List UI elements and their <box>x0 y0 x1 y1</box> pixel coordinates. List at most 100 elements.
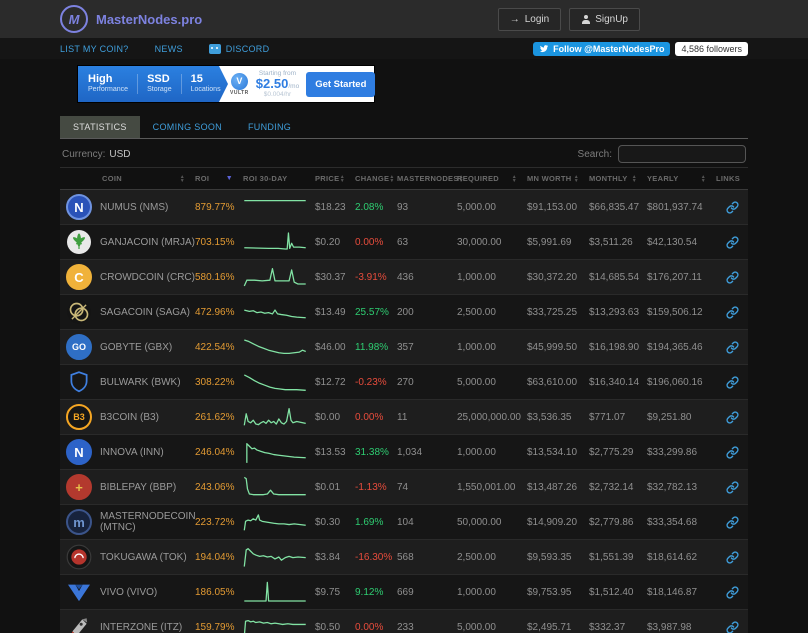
nav-discord[interactable]: DISCORD <box>208 43 270 54</box>
table-row-crowdcoin-crc[interactable]: C CROWDCOIN (CRC) 580.16% $30.37 -3.91% 436 1,… <box>60 259 748 294</box>
coin-name: CROWDCOIN (CRC) <box>100 271 195 283</box>
coin-link-icon[interactable] <box>725 620 739 633</box>
masternodecoin-mtnc-coin-icon: m <box>65 508 93 536</box>
required-value: 25,000,000.00 <box>457 411 521 423</box>
mn-worth-value: $9,593.35 <box>527 551 572 563</box>
table-row-b3coin-b3[interactable]: B3 B3COIN (B3) 261.62% $0.00 0.00% 11 25,000,0… <box>60 399 748 434</box>
coin-cell: BULWARK (BWK) <box>60 368 195 396</box>
nav-news[interactable]: NEWS <box>155 44 183 54</box>
coin-cell: m MASTERNODECOIN (MTNC) <box>60 508 196 536</box>
price-value: $3.84 <box>315 551 341 563</box>
table-row-biblepay-bbp[interactable]: + BIBLEPAY (BBP) 243.06% $0.01 -1.13% 74 1,550… <box>60 469 748 504</box>
coin-link-icon[interactable] <box>725 585 739 599</box>
roi-30day-sparkline <box>246 443 306 463</box>
table-row-tokugawa-tok[interactable]: TOKUGAWA (TOK) 194.04% $3.84 -16.30% 568 2,50… <box>60 539 748 574</box>
mn-worth-value: $63,610.00 <box>527 376 578 388</box>
nav-list-my-coin[interactable]: LIST MY COIN? <box>60 44 129 54</box>
roi-30day-sparkline <box>243 268 306 287</box>
roi-30day-sparkline <box>243 408 306 426</box>
roi-30day-sparkline <box>244 339 306 355</box>
login-button[interactable]: → Login <box>497 7 562 31</box>
table-row-ganjacoin-mrja[interactable]: GANJACOIN (MRJA) 703.15% $0.20 0.00% 63 30,00… <box>60 224 748 259</box>
tab-coming-soon[interactable]: COMING SOON <box>152 122 222 132</box>
tab-funding[interactable]: FUNDING <box>247 122 292 132</box>
coin-link-icon[interactable] <box>725 200 739 214</box>
change-value: 0.00% <box>355 236 384 248</box>
table-row-sagacoin-saga[interactable]: SAGACOIN (SAGA) 472.96% $13.49 25.57% 200 2,5… <box>60 294 748 329</box>
roi-value: 703.15% <box>195 236 235 248</box>
yearly-value: $33,299.86 <box>647 446 698 458</box>
links-cell <box>716 620 748 633</box>
roi-value: 422.54% <box>195 341 235 353</box>
coin-circle-icon: C <box>66 264 92 290</box>
column-header-coin[interactable]: COIN ▲ ▼ <box>60 174 195 183</box>
masternodes-count: 270 <box>397 376 414 388</box>
table-row-interzone-itz[interactable]: INTERZONE (ITZ) 159.79% $0.50 0.00% 233 5,000… <box>60 609 748 633</box>
column-header-change[interactable]: CHANGE ▲ ▼ <box>355 174 395 183</box>
login-icon: → <box>509 13 520 25</box>
coin-link-icon[interactable] <box>725 375 739 389</box>
price-value: $0.20 <box>315 236 341 248</box>
roi-value: 261.62% <box>195 411 235 423</box>
mn-worth-value: $45,999.50 <box>527 341 578 353</box>
roi-value: 194.04% <box>195 551 235 563</box>
price-value: $0.01 <box>315 481 341 493</box>
coin-link-icon[interactable] <box>725 515 739 529</box>
biblepay-bbp-coin-icon: + <box>65 473 93 501</box>
coin-cell: VIVO (VIVO) <box>60 578 195 606</box>
change-value: -1.13% <box>355 481 387 493</box>
table-row-numus-nms[interactable]: N NUMUS (NMS) 879.77% $18.23 2.08% 93 5,000.00… <box>60 190 748 224</box>
column-header-label: LINKS <box>716 174 740 183</box>
roi-30day-cell <box>243 576 315 608</box>
login-label: Login <box>524 13 550 25</box>
vultr-brand-label: VULTR <box>230 89 249 96</box>
coin-link-icon[interactable] <box>725 235 739 249</box>
monthly-value: $771.07 <box>589 411 626 423</box>
mn-worth-value: $13,487.26 <box>527 481 578 493</box>
table-toolbar: Currency: USD Search: <box>60 139 748 168</box>
column-header-masternodes[interactable]: MASTERNODES ▲ ▼ <box>395 174 464 183</box>
ad-price-unit: /mo <box>288 82 300 90</box>
column-header-yearly[interactable]: YEARLY ▲ ▼ <box>647 174 716 183</box>
column-header-monthly[interactable]: MONTHLY ▲ ▼ <box>589 174 647 183</box>
coin-link-icon[interactable] <box>725 305 739 319</box>
table-row-vivo-vivo[interactable]: VIVO (VIVO) 186.05% $9.75 9.12% 669 1,000.00 $… <box>60 574 748 609</box>
roi-30day-cell <box>243 611 315 633</box>
coin-cell: + BIBLEPAY (BBP) <box>60 473 195 501</box>
table-row-bulwark-bwk[interactable]: BULWARK (BWK) 308.22% $12.72 -0.23% 270 5,000… <box>60 364 748 399</box>
roi-30day-sparkline <box>244 199 306 202</box>
column-header-required[interactable]: REQUIRED ▲ ▼ <box>457 174 527 183</box>
search-input[interactable] <box>618 145 746 163</box>
coin-link-icon[interactable] <box>725 550 739 564</box>
roi-30day-cell <box>243 261 315 293</box>
signup-button[interactable]: SignUp <box>569 7 640 31</box>
column-header-mn-worth[interactable]: MN WORTH ▲ ▼ <box>527 174 589 183</box>
search-label: Search: <box>577 148 612 160</box>
masternodes-count: 200 <box>397 306 414 318</box>
twitter-follow-button[interactable]: Follow @MasterNodesPro <box>533 41 671 56</box>
column-header-roi[interactable]: ROI ▼ <box>195 174 243 183</box>
table-row-innova-inn[interactable]: N INNOVA (INN) 246.04% $13.53 31.38% 1,034 1,0… <box>60 434 748 469</box>
starting-from-label: Starting from <box>258 69 297 77</box>
column-header-price[interactable]: PRICE ▲ ▼ <box>315 174 355 183</box>
table-row-masternodecoin-mtnc[interactable]: m MASTERNODECOIN (MTNC) 223.72% $0.30 1.69% 1… <box>60 504 748 539</box>
coin-link-icon[interactable] <box>725 270 739 284</box>
table-row-gobyte-gbx[interactable]: GO GOBYTE (GBX) 422.54% $46.00 11.98% 357 1,00… <box>60 329 748 364</box>
brand-logo[interactable]: M MasterNodes.pro <box>60 5 202 33</box>
coin-link-icon[interactable] <box>725 340 739 354</box>
change-value: 0.00% <box>355 411 384 423</box>
coin-name: MASTERNODECOIN (MTNC) <box>100 511 196 533</box>
masternodes-count: 74 <box>397 481 409 493</box>
get-started-button[interactable]: Get Started <box>306 71 376 97</box>
vultr-ad-banner[interactable]: High Performance SSD Storage 15 Locations V V… <box>78 66 376 102</box>
coin-link-icon[interactable] <box>725 410 739 424</box>
vultr-bird-icon: V <box>230 72 248 90</box>
roi-value: 186.05% <box>195 586 235 598</box>
coin-link-icon[interactable] <box>725 480 739 494</box>
yearly-value: $18,146.87 <box>647 586 698 598</box>
column-header-label: YEARLY <box>647 174 679 183</box>
coin-name: SAGACOIN (SAGA) <box>100 306 191 318</box>
tab-statistics[interactable]: STATISTICS <box>60 116 140 138</box>
coin-link-icon[interactable] <box>725 445 739 459</box>
sort-icon: ▲ ▼ <box>339 173 345 184</box>
